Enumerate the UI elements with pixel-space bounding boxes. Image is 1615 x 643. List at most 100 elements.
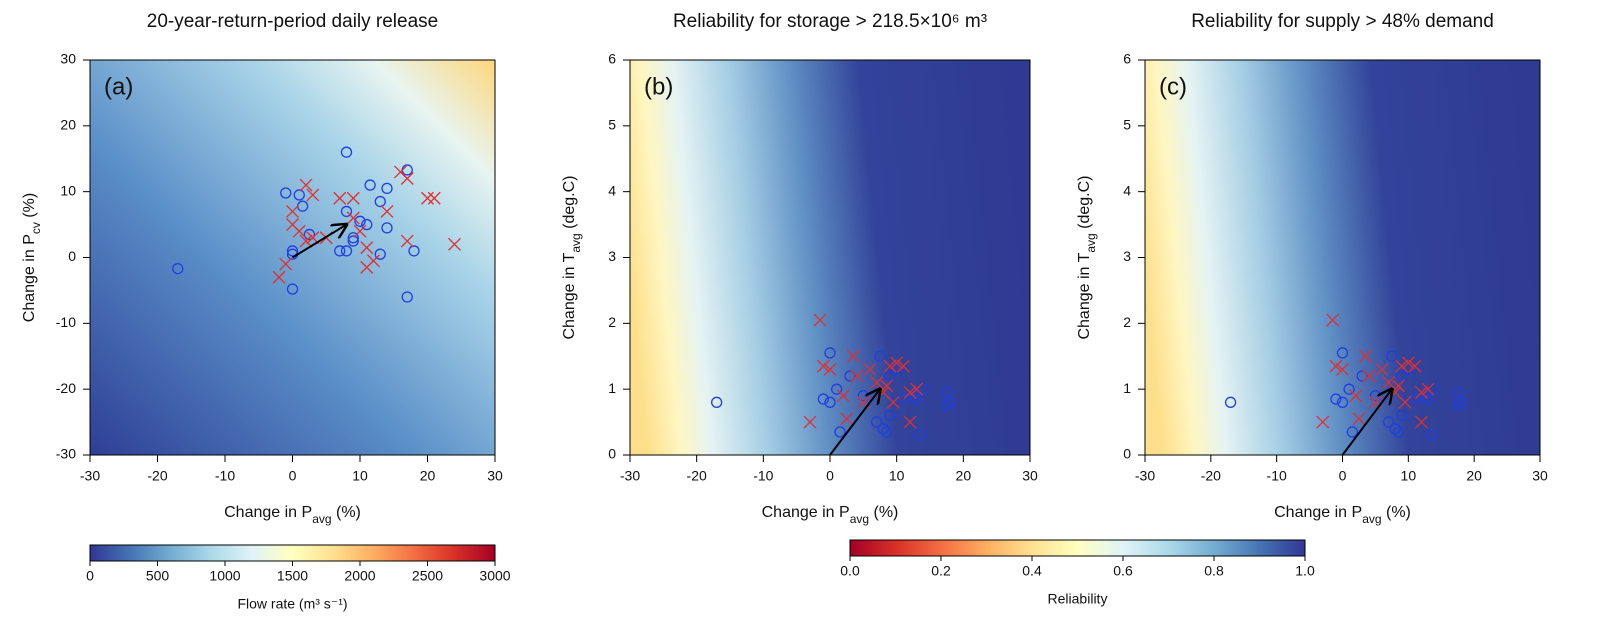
colorbar-tick-label: 2000	[344, 568, 375, 584]
panel-title: Reliability for supply > 48% demand	[1191, 11, 1494, 32]
x-axis-label-sub: avg	[312, 512, 331, 526]
x-tick-label: 20	[956, 468, 972, 484]
circle-point	[374, 248, 386, 260]
cross-point	[421, 191, 434, 205]
cross-stroke	[1362, 369, 1376, 383]
circle-point	[1452, 399, 1464, 412]
cross-stroke	[813, 313, 827, 327]
cross-point	[1391, 379, 1405, 393]
cross-stroke	[427, 191, 441, 205]
circle-point	[1409, 393, 1421, 405]
panel-title: 20-year-return-period daily release	[147, 11, 438, 32]
circle-point	[1396, 370, 1408, 382]
cross-point	[360, 241, 374, 255]
cross-point	[846, 349, 860, 363]
cross-point	[1326, 313, 1340, 327]
colorbar-tick-label: 0.8	[1204, 563, 1224, 579]
panel-title: Reliability for storage > 218.5×10⁶ m³	[673, 11, 987, 32]
y-tick-label: 1	[1123, 380, 1131, 396]
cross-stroke	[803, 415, 817, 429]
cross-stroke	[1415, 415, 1428, 429]
circle-point	[1402, 363, 1414, 376]
cross-point	[883, 359, 897, 373]
cross-stroke	[333, 191, 347, 205]
y-tick-label: 30	[60, 51, 76, 67]
circle-point	[1336, 347, 1349, 359]
cross-point	[880, 379, 894, 393]
cross-stroke	[903, 385, 917, 399]
x-axis-label-part: (%)	[869, 504, 898, 521]
circle-point	[1346, 426, 1359, 438]
circle-point	[286, 245, 299, 257]
y-axis-label-part: Change in T	[1076, 252, 1093, 339]
circle-point	[824, 347, 836, 359]
x-tick-label: -10	[215, 468, 235, 484]
circle-point	[907, 390, 919, 402]
y-axis-label-part: Change in T	[561, 252, 578, 339]
cross-stroke	[836, 389, 850, 403]
circle-point	[711, 396, 723, 408]
y-tick-label: 4	[608, 182, 616, 198]
plot-frame	[89, 59, 496, 456]
plot-area	[172, 146, 461, 303]
circle-point	[334, 245, 346, 257]
circle-point	[944, 396, 956, 408]
cross-stroke	[360, 241, 374, 255]
x-tick-label: -10	[753, 468, 773, 484]
y-axis-label-sub: avg	[569, 233, 583, 252]
x-tick-label: -20	[1201, 468, 1221, 484]
cross-point	[272, 270, 286, 284]
colorbar	[849, 539, 1306, 557]
circle-point	[884, 370, 896, 382]
cross-stroke	[346, 191, 360, 205]
x-tick-label: -10	[1267, 468, 1287, 484]
cross-point	[292, 224, 306, 238]
y-tick-label: 0	[608, 446, 616, 462]
cross-stroke	[886, 395, 900, 409]
circle-point	[374, 195, 386, 208]
circle-point	[354, 215, 366, 227]
cross-point	[840, 412, 854, 426]
arrow	[1341, 389, 1392, 455]
cross-stroke	[299, 178, 313, 192]
cross-point	[1401, 356, 1415, 370]
circle-point	[941, 399, 953, 412]
cross-point	[836, 389, 850, 403]
cross-stroke	[880, 379, 894, 393]
colorbar-tick-label: 3000	[479, 568, 510, 584]
cross-stroke	[816, 359, 830, 373]
cross-stroke	[400, 234, 414, 248]
circle-point	[871, 416, 883, 428]
circle-point	[408, 245, 420, 257]
cross-point	[1359, 349, 1373, 363]
cross-stroke	[840, 412, 854, 426]
cross-point	[1336, 362, 1349, 376]
y-axis-label-part: (deg.C)	[561, 175, 578, 233]
cross-point	[1375, 362, 1389, 376]
circle-point	[347, 235, 359, 247]
circle-point	[874, 350, 886, 362]
circle-point	[917, 383, 929, 395]
circle-point	[381, 222, 393, 234]
y-tick-label: 5	[1123, 117, 1131, 133]
x-axis-label-part: Change in P	[224, 504, 312, 521]
cross-point	[346, 211, 360, 225]
circle-point	[303, 228, 316, 241]
x-axis-label: Change in Pavg (%)	[1274, 504, 1411, 526]
cross-point	[346, 191, 360, 205]
cross-point	[299, 234, 313, 248]
colorbar-tick-label: 0.6	[1113, 563, 1133, 579]
circle-point	[1429, 383, 1441, 395]
colorbar-tick-label: 0	[86, 568, 94, 584]
circle-point	[877, 423, 889, 435]
cross-stroke	[1316, 415, 1330, 429]
circle-point	[1386, 350, 1398, 362]
y-tick-label: 1	[608, 380, 616, 396]
cross-point	[816, 359, 830, 373]
y-tick-label: 5	[608, 117, 616, 133]
circle-point	[1455, 396, 1467, 408]
cross-point	[333, 191, 347, 205]
circle-point	[280, 187, 292, 199]
circle-point	[844, 370, 856, 382]
plot-area	[1224, 313, 1467, 455]
